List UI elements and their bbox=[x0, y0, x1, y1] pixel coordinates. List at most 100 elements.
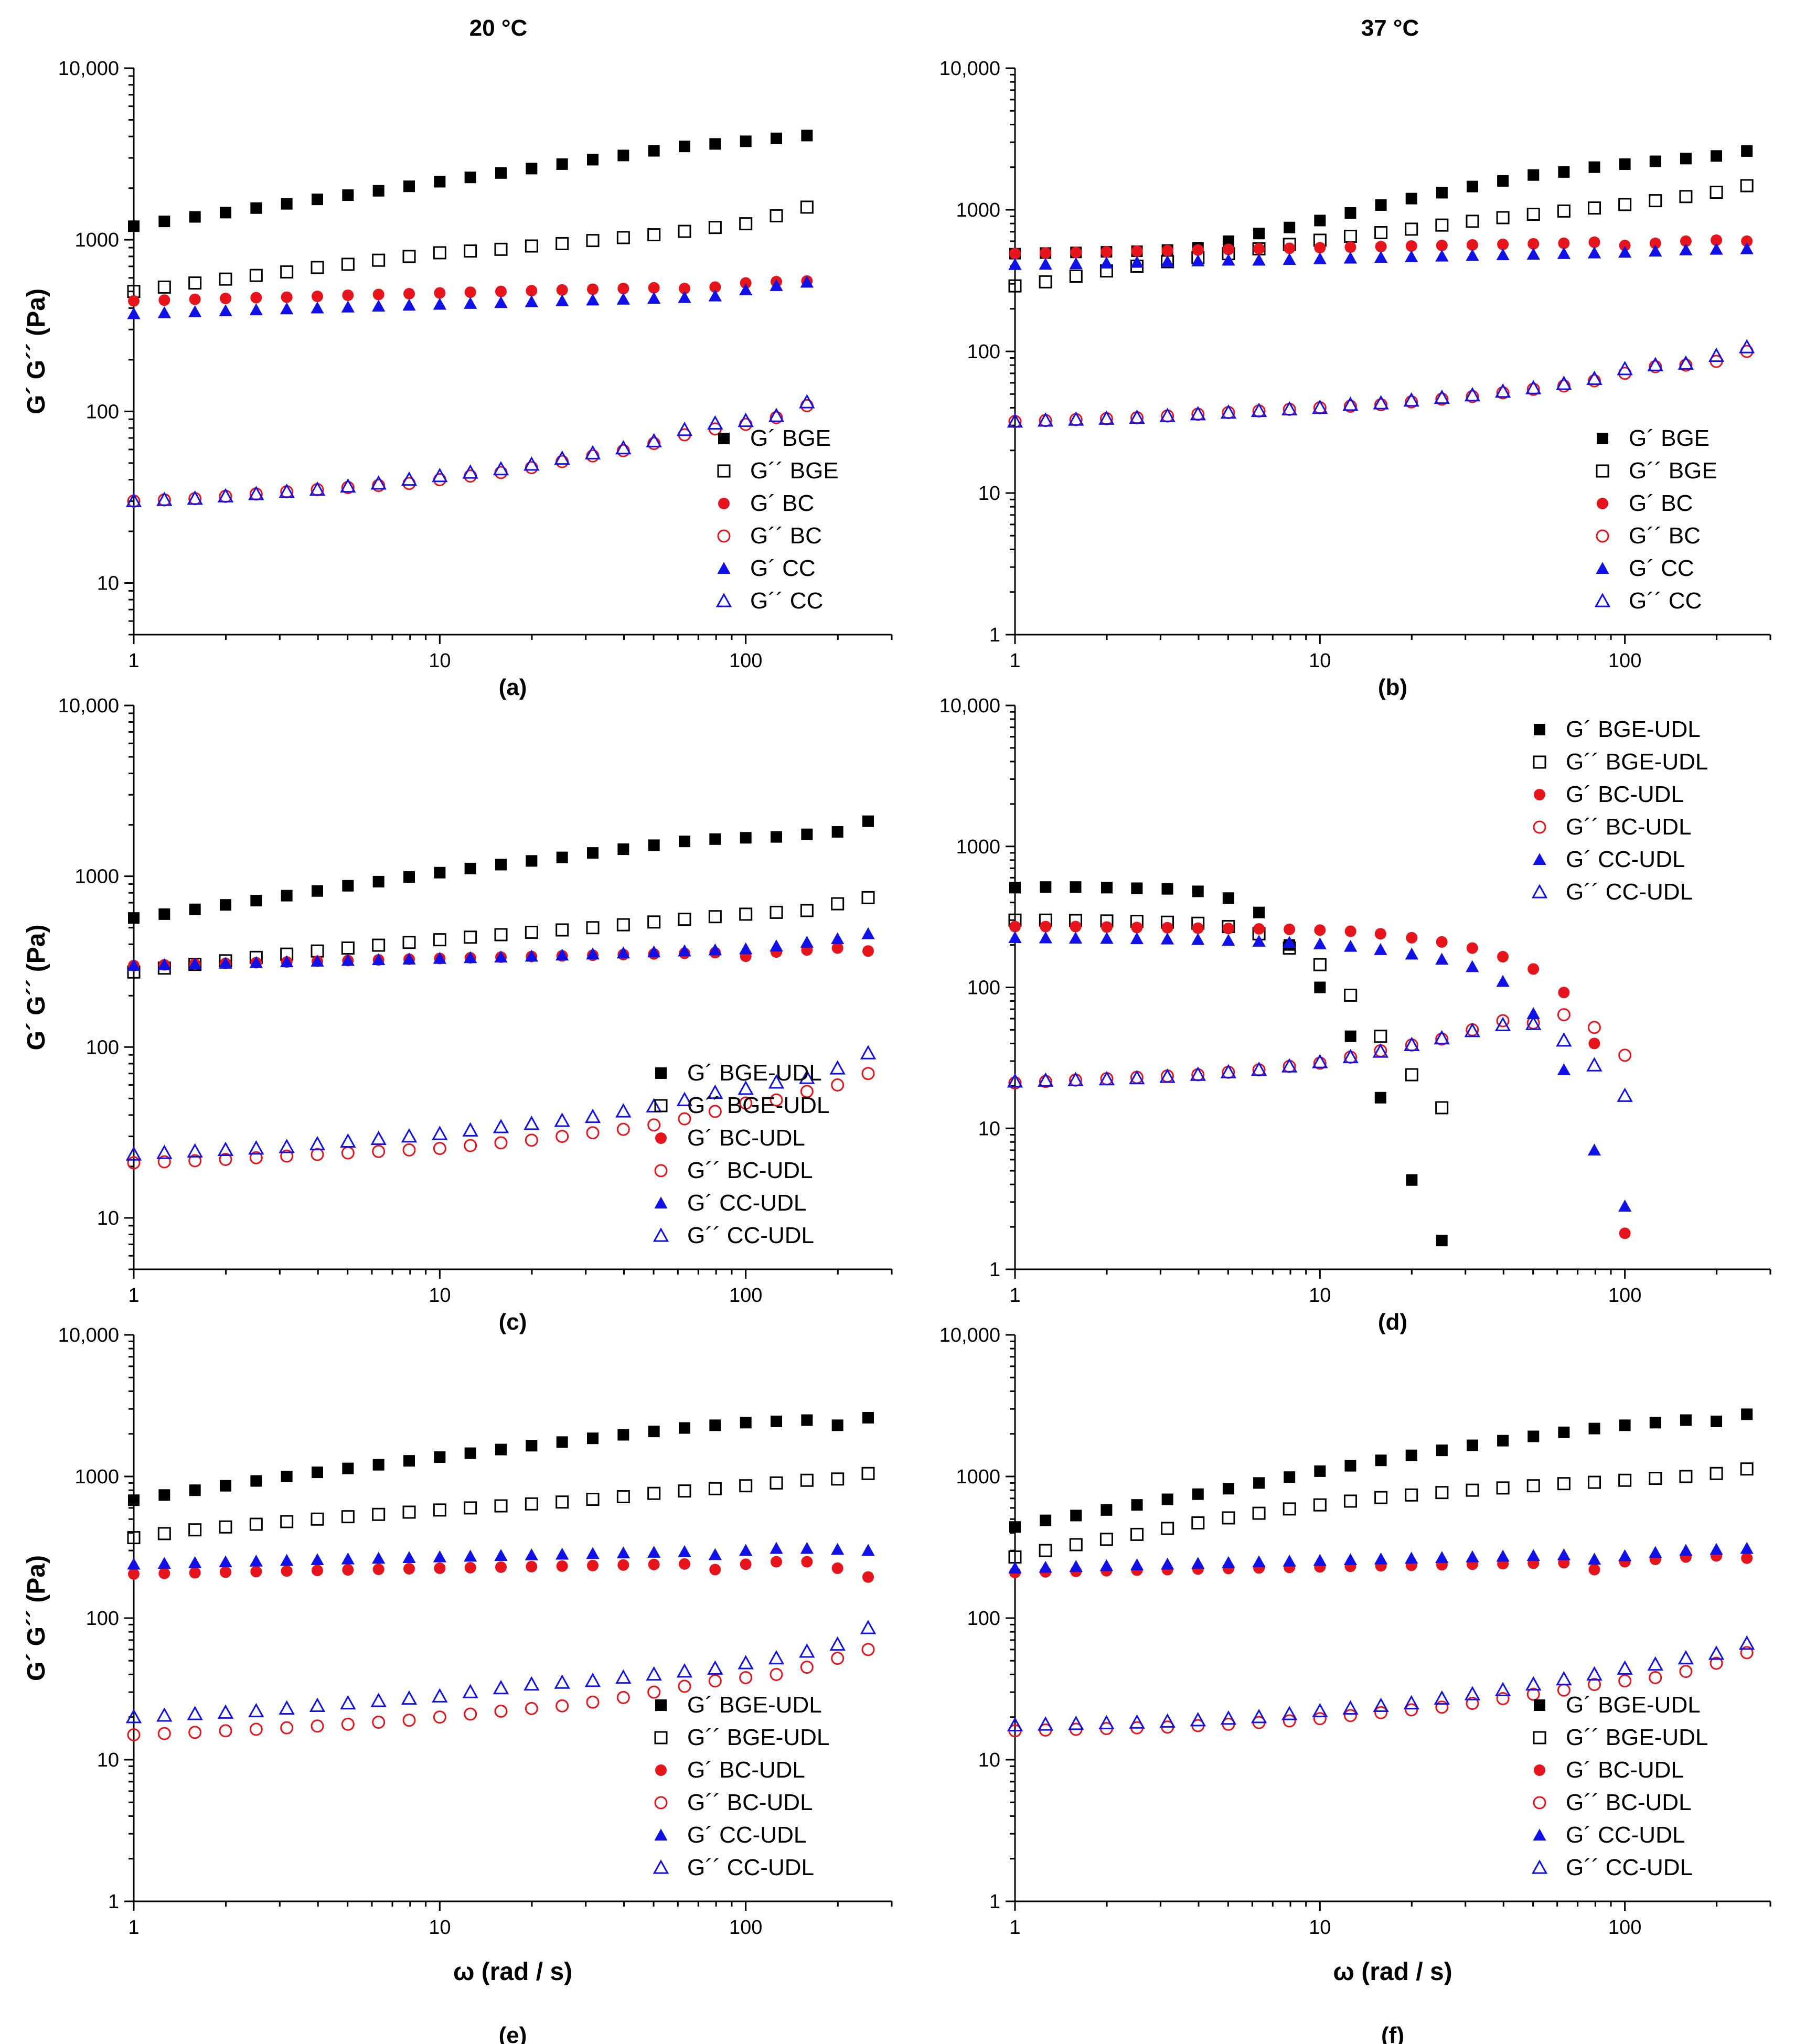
x-tick-label: 1 bbox=[1009, 1285, 1020, 1307]
legend-entry: G´´ CC bbox=[1629, 588, 1702, 614]
data-point bbox=[1740, 179, 1754, 192]
data-point bbox=[1374, 226, 1388, 240]
data-point bbox=[1008, 931, 1022, 943]
data-point bbox=[341, 1510, 355, 1524]
data-point bbox=[1403, 1695, 1419, 1710]
data-point bbox=[1649, 194, 1662, 208]
data-point bbox=[1344, 207, 1356, 219]
legend-marker bbox=[1533, 1828, 1546, 1841]
data-point bbox=[341, 1146, 355, 1160]
data-point bbox=[1222, 235, 1234, 247]
data-point bbox=[1466, 180, 1478, 192]
data-point bbox=[800, 1085, 814, 1098]
x-tick-label: 1 bbox=[128, 1917, 139, 1939]
data-point bbox=[1192, 244, 1204, 256]
data-point bbox=[1342, 1048, 1359, 1064]
data-point bbox=[1068, 411, 1084, 426]
data-point bbox=[156, 491, 173, 506]
data-point bbox=[1496, 975, 1510, 987]
data-point bbox=[616, 444, 630, 457]
data-point bbox=[647, 228, 661, 242]
data-point bbox=[709, 281, 721, 293]
data-point bbox=[740, 277, 752, 289]
data-point bbox=[188, 305, 202, 317]
data-point bbox=[157, 1155, 171, 1169]
data-point bbox=[1557, 1063, 1571, 1075]
data-point bbox=[676, 421, 693, 436]
data-point bbox=[525, 295, 538, 307]
data-point bbox=[1711, 150, 1723, 162]
data-point bbox=[281, 1471, 293, 1482]
data-point bbox=[770, 1542, 783, 1554]
legend-entry: G´ BC bbox=[750, 490, 814, 516]
data-point bbox=[1526, 208, 1540, 221]
data-point bbox=[433, 1142, 446, 1155]
data-point bbox=[1251, 1708, 1267, 1724]
data-point bbox=[1527, 1430, 1540, 1442]
data-point bbox=[1403, 392, 1419, 407]
data-point bbox=[309, 481, 326, 496]
data-point bbox=[1710, 1543, 1723, 1555]
x-tick-label: 10 bbox=[1309, 1285, 1331, 1307]
data-point bbox=[1040, 921, 1052, 933]
data-point bbox=[708, 1548, 722, 1560]
data-point bbox=[679, 1422, 691, 1434]
data-point bbox=[616, 1690, 630, 1704]
data-point bbox=[217, 488, 234, 502]
data-point bbox=[312, 194, 324, 206]
data-point bbox=[281, 291, 293, 303]
data-point bbox=[372, 1459, 384, 1471]
data-point bbox=[1436, 936, 1448, 948]
data-point bbox=[1680, 1414, 1692, 1426]
data-point bbox=[309, 1697, 326, 1712]
data-point bbox=[1131, 245, 1143, 257]
series-6 bbox=[1007, 1635, 1755, 1731]
legend-entry: G´´ BGE-UDL bbox=[687, 1725, 829, 1750]
data-point bbox=[249, 269, 263, 282]
data-point bbox=[831, 942, 843, 954]
data-point bbox=[860, 1620, 877, 1634]
x-tick-label: 100 bbox=[729, 1917, 762, 1939]
data-point bbox=[280, 302, 294, 315]
legend-marker bbox=[1531, 884, 1548, 898]
x-tick-label: 100 bbox=[1608, 650, 1641, 672]
data-point bbox=[617, 843, 629, 855]
legend-marker bbox=[1533, 1731, 1546, 1745]
data-point bbox=[739, 1479, 753, 1493]
data-point bbox=[402, 1143, 416, 1157]
data-point bbox=[1434, 1030, 1450, 1045]
data-point bbox=[311, 1553, 324, 1565]
data-point bbox=[709, 1419, 721, 1431]
data-point bbox=[372, 1144, 386, 1158]
series-5 bbox=[1008, 242, 1754, 270]
data-point bbox=[281, 198, 293, 210]
data-point bbox=[1313, 1056, 1327, 1070]
data-point bbox=[372, 875, 384, 887]
data-point bbox=[494, 950, 508, 963]
legend-entry: G´´ BC bbox=[1629, 523, 1701, 549]
data-point bbox=[829, 1060, 846, 1075]
data-point bbox=[1161, 922, 1173, 934]
data-point bbox=[219, 272, 232, 286]
series-6 bbox=[125, 1045, 877, 1161]
data-point bbox=[1161, 1522, 1174, 1535]
data-point bbox=[556, 923, 569, 937]
data-point bbox=[617, 1429, 629, 1441]
data-point bbox=[1588, 1678, 1601, 1692]
data-point bbox=[1557, 1548, 1571, 1560]
data-point bbox=[526, 855, 538, 867]
data-point bbox=[1373, 1697, 1389, 1712]
data-point bbox=[248, 486, 264, 500]
legend-marker bbox=[717, 529, 731, 543]
legend-entry: G´ BGE-UDL bbox=[687, 1692, 822, 1718]
legend-marker bbox=[654, 1099, 668, 1112]
data-point bbox=[1281, 1706, 1298, 1720]
data-point bbox=[1067, 1072, 1084, 1086]
legend-entry: G´ CC-UDL bbox=[687, 1190, 806, 1216]
data-point bbox=[462, 1122, 478, 1137]
legend-marker bbox=[1533, 853, 1546, 865]
data-point bbox=[1222, 1483, 1234, 1495]
data-point bbox=[309, 1136, 326, 1151]
data-point bbox=[770, 939, 783, 951]
data-point bbox=[432, 1126, 448, 1140]
